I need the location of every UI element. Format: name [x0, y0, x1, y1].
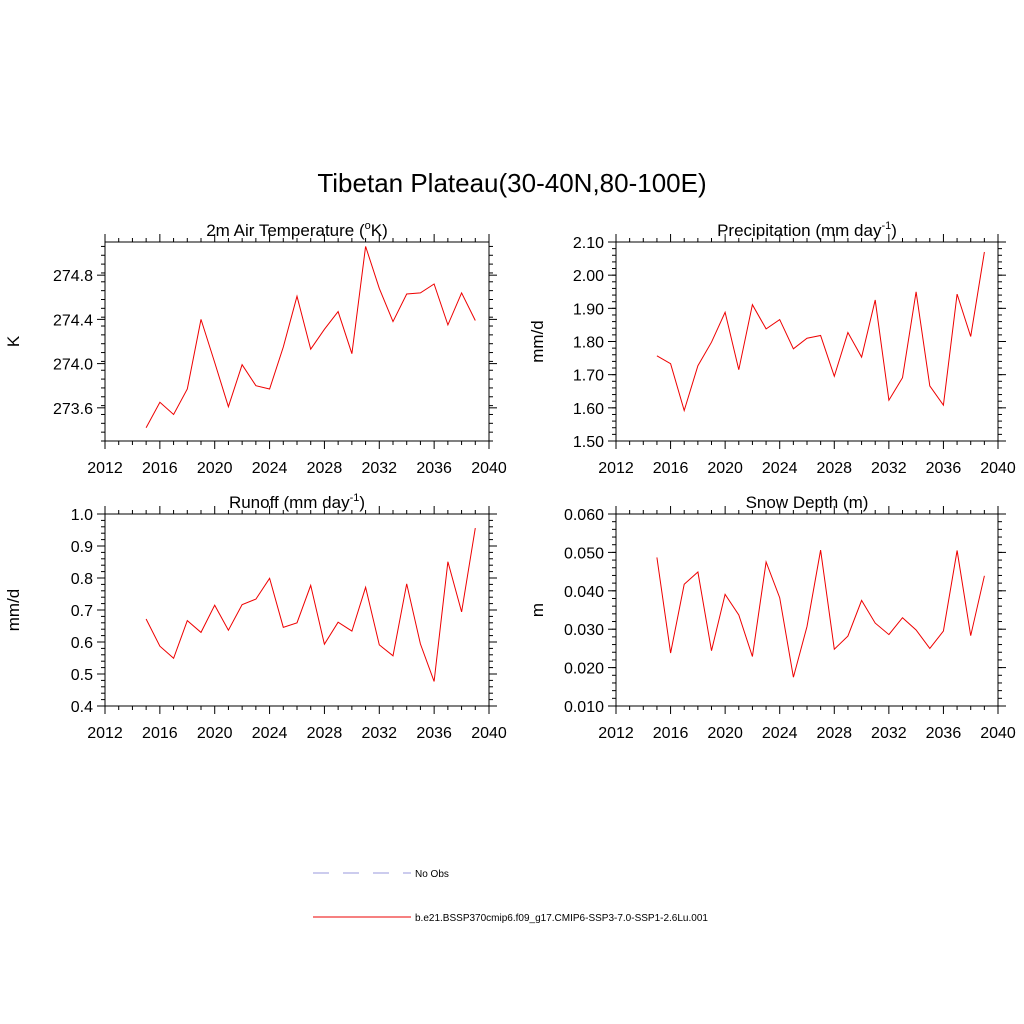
y-tick-label: 0.050 [564, 545, 604, 562]
chart-panel-2: 2012 2016 2020 2024 2028 2032 2036 2040 1.50 1.60… [528, 220, 1016, 477]
x-tick-label: 2032 [361, 460, 397, 477]
x-tick-label: 2024 [252, 725, 288, 742]
panel-title-superscript: -1 [881, 220, 891, 232]
panel-title-superscript: -1 [350, 492, 360, 504]
panel-title-text: Snow Depth (m) [746, 493, 869, 512]
plot-frame [104, 241, 490, 442]
y-tick-label: 1.80 [573, 335, 604, 352]
x-tick-label: 2016 [653, 460, 689, 477]
x-tick-label: 2020 [197, 725, 233, 742]
y-tick-label: 0.8 [71, 571, 93, 588]
y-tick-label: 273.6 [53, 401, 93, 418]
y-tick-label: 0.020 [564, 661, 604, 678]
panel-title: Runoff (mm day-1) [229, 492, 365, 512]
x-tick-label: 2012 [87, 725, 123, 742]
x-tick-label: 2012 [87, 460, 123, 477]
x-tick-label: 2020 [707, 460, 743, 477]
x-tick-label: 2024 [252, 460, 288, 477]
panel-title-text: Precipitation (mm day [717, 221, 882, 240]
x-tick-label: 2028 [816, 460, 852, 477]
panel-title: Snow Depth (m) [746, 493, 869, 512]
x-tick-label: 2012 [598, 460, 634, 477]
y-tick-label: 2.10 [573, 235, 604, 252]
y-tick-label: 274.0 [53, 357, 93, 374]
chart-panel-3: 2012 2016 2020 2024 2028 2032 2036 2040 0.4 0.5 0.… [4, 492, 507, 742]
y-tick-label: 0.010 [564, 699, 604, 716]
x-tick-label: 2028 [307, 725, 343, 742]
y-tick-label: 1.50 [573, 434, 604, 451]
panel-title-suffix: ) [891, 221, 897, 240]
y-tick-label: 2.00 [573, 268, 604, 285]
y-tick-label: 0.4 [71, 699, 93, 716]
x-tick-label: 2040 [980, 725, 1016, 742]
series-line [656, 251, 985, 413]
y-tick-label: 274.4 [53, 312, 93, 329]
x-tick-label: 2016 [142, 725, 178, 742]
legend-label-1: No Obs [415, 869, 449, 880]
y-tick-label: 0.030 [564, 622, 604, 639]
x-tick-label: 2028 [816, 725, 852, 742]
series-line [145, 246, 476, 428]
panel-title-text: Runoff (mm day [229, 493, 350, 512]
y-tick-label: 1.60 [573, 401, 604, 418]
chart-panel-4: 2012 2016 2020 2024 2028 2032 2036 2040 0.010 0.0… [528, 493, 1016, 742]
x-tick-label: 2036 [926, 460, 962, 477]
x-tick-label: 2020 [707, 725, 743, 742]
x-tick-label: 2032 [871, 460, 907, 477]
x-tick-label: 2040 [980, 460, 1016, 477]
y-tick-label: 0.040 [564, 584, 604, 601]
x-tick-label: 2012 [598, 725, 634, 742]
x-tick-label: 2032 [871, 725, 907, 742]
y-tick-label: 0.5 [71, 667, 93, 684]
x-tick-label: 2016 [142, 460, 178, 477]
y-tick-label: 0.7 [71, 603, 93, 620]
x-tick-label: 2028 [307, 460, 343, 477]
panel-title-superscript: o [365, 220, 371, 232]
figure-title: Tibetan Plateau(30-40N,80-100E) [317, 168, 707, 198]
y-tick-label: 1.90 [573, 301, 604, 318]
x-tick-label: 2040 [471, 725, 507, 742]
series-line [145, 528, 476, 682]
legend: No Obs b.e21.BSSP370cmip6.f09_g17.CMIP6-S… [313, 869, 708, 924]
panel-title: Precipitation (mm day-1) [717, 220, 897, 240]
x-tick-label: 2016 [653, 725, 689, 742]
y-tick-label: 0.6 [71, 635, 93, 652]
panel-title-suffix: ) [359, 493, 365, 512]
x-tick-label: 2040 [471, 460, 507, 477]
plot-frame [615, 241, 999, 442]
x-tick-label: 2032 [361, 725, 397, 742]
x-tick-label: 2036 [416, 725, 452, 742]
y-axis-label: m [528, 603, 547, 617]
chart-panel-1: 2012 2016 2020 2024 2028 2032 2036 2040 273.6 274… [4, 220, 507, 477]
legend-label-2: b.e21.BSSP370cmip6.f09_g17.CMIP6-SSP3-7.… [415, 913, 708, 924]
panel-title: 2m Air Temperature (oK) [206, 220, 388, 240]
x-tick-label: 2036 [926, 725, 962, 742]
y-axis-label: K [4, 335, 23, 347]
y-tick-label: 1.70 [573, 368, 604, 385]
panels: 2012 2016 2020 2024 2028 2032 2036 2040 273.6 274… [4, 220, 1016, 742]
plot-frame [615, 513, 999, 707]
y-tick-label: 274.8 [53, 268, 93, 285]
y-axis-label: mm/d [528, 320, 547, 363]
x-tick-label: 2036 [416, 460, 452, 477]
y-tick-label: 1.0 [71, 507, 93, 524]
series-line [656, 550, 985, 678]
plot-frame [104, 513, 490, 707]
y-axis-label: mm/d [4, 589, 23, 632]
x-tick-label: 2024 [762, 460, 798, 477]
panel-title-suffix: K) [371, 221, 388, 240]
panel-title-text: 2m Air Temperature ( [206, 221, 365, 240]
x-tick-label: 2020 [197, 460, 233, 477]
y-tick-label: 0.060 [564, 507, 604, 524]
x-tick-label: 2024 [762, 725, 798, 742]
y-tick-label: 0.9 [71, 539, 93, 556]
